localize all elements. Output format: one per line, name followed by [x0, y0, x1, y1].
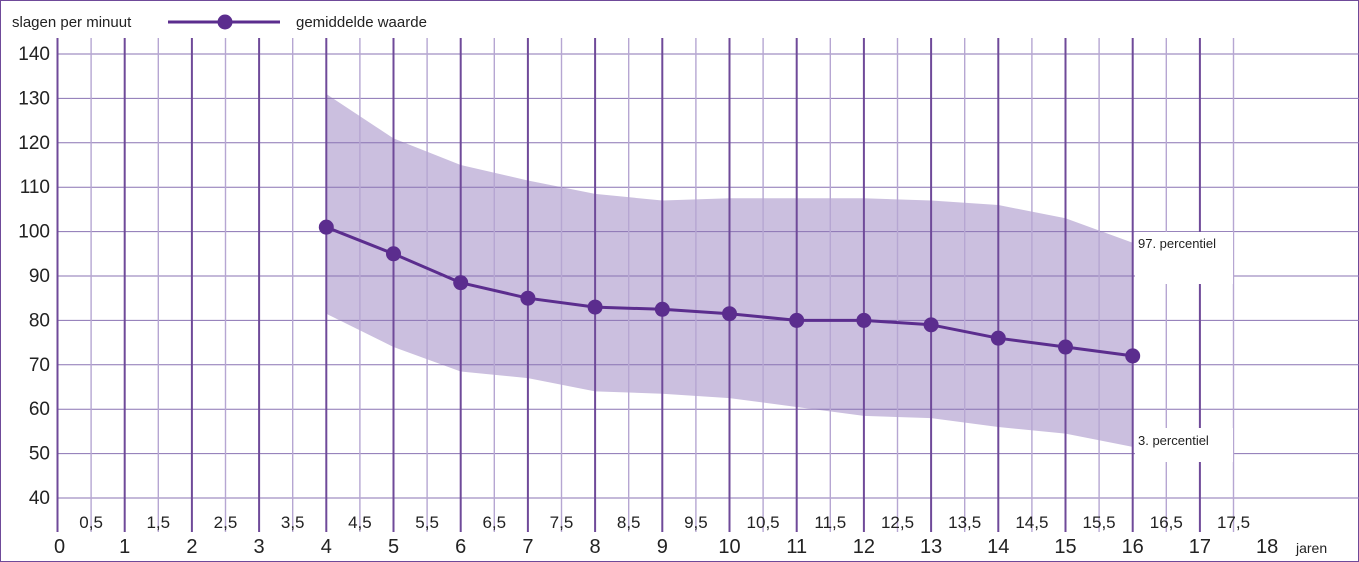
x-tick-label-major: 16 — [1122, 536, 1144, 558]
y-tick-label: 110 — [20, 177, 50, 198]
x-tick-label-major: 17 — [1189, 536, 1211, 558]
x-tick-label-minor: 9,5 — [684, 513, 708, 532]
y-tick-label: 120 — [18, 133, 50, 154]
x-tick-label-minor: 16,5 — [1150, 513, 1183, 532]
x-tick-label-minor: 1,5 — [146, 513, 170, 532]
x-tick-label-minor: 5,5 — [415, 513, 439, 532]
x-axis-unit: jaren — [1295, 540, 1327, 556]
mean-point — [453, 275, 469, 291]
x-tick-label-major: 6 — [455, 536, 466, 558]
y-tick-label: 130 — [18, 88, 50, 109]
mean-point — [722, 306, 737, 322]
x-tick-label-minor: 8,5 — [617, 513, 641, 532]
legend-label: gemiddelde waarde — [296, 14, 427, 31]
series-layer — [318, 219, 1141, 364]
lower-label-backdrop — [1135, 428, 1233, 462]
mean-point — [386, 246, 401, 262]
x-tick-label-major: 7 — [522, 536, 533, 558]
grid-layer — [56, 38, 1359, 532]
mean-point — [856, 312, 872, 328]
x-tick-label-minor: 14,5 — [1015, 513, 1048, 532]
y-tick-label: 60 — [29, 399, 50, 420]
y-tick-label: 80 — [29, 310, 50, 331]
y-tick-label: 50 — [29, 444, 50, 465]
legend: slagen per minuut gemiddelde waarde — [12, 14, 427, 31]
x-tick-label-major: 1 — [119, 536, 130, 558]
x-tick-label-major: 15 — [1054, 536, 1076, 558]
mean-point — [318, 219, 334, 235]
mean-point — [1058, 339, 1073, 355]
x-tick-label-major: 14 — [987, 536, 1009, 558]
mean-point — [789, 312, 805, 328]
x-tick-label-major: 10 — [718, 536, 740, 558]
x-tick-label-major: 11 — [786, 536, 807, 558]
x-tick-label-minor: 11,5 — [814, 513, 846, 532]
upper-label-backdrop — [1135, 232, 1233, 284]
x-axis-labels: 0 1 2 3 4 5 6 7 8 9 10 11 12 13 14 15 16 17 180,5 1,5 2,5 3,5… — [54, 513, 1278, 558]
x-tick-label-minor: 7,5 — [550, 513, 574, 532]
y-axis-title: slagen per minuut — [12, 14, 132, 31]
y-tick-label: 40 — [29, 488, 50, 509]
mean-point — [990, 330, 1006, 346]
mean-point — [923, 317, 939, 333]
x-tick-label-major: 5 — [388, 536, 399, 558]
x-tick-label-major: 3 — [254, 536, 265, 558]
x-tick-label-minor: 10,5 — [747, 513, 780, 532]
x-tick-label-major: 9 — [657, 536, 668, 558]
x-tick-label-major: 13 — [920, 536, 942, 558]
annotation-layer: 97. percentiel 3. percentiel jaren — [1138, 236, 1327, 556]
x-tick-label-minor: 4,5 — [348, 513, 372, 532]
mean-point — [1125, 348, 1141, 364]
x-tick-label-minor: 6,5 — [482, 513, 506, 532]
mean-point — [654, 301, 670, 317]
x-tick-label-major: 2 — [186, 536, 197, 558]
x-tick-label-major: 18 — [1256, 536, 1278, 558]
x-tick-label-minor: 0,5 — [79, 513, 103, 532]
upper-percentile-label: 97. percentiel — [1138, 236, 1216, 251]
x-tick-label-minor: 13,5 — [948, 513, 981, 532]
y-tick-label: 140 — [18, 44, 50, 65]
x-tick-label-minor: 12,5 — [881, 513, 914, 532]
x-tick-label-major: 12 — [853, 536, 875, 558]
y-tick-label: 100 — [18, 222, 50, 243]
y-axis-labels: 40 50 60 70 80 90 100 110 120 130 140 — [18, 44, 50, 509]
y-tick-label: 70 — [29, 355, 50, 376]
lower-percentile-label: 3. percentiel — [1138, 433, 1209, 448]
mean-point — [587, 299, 603, 315]
x-tick-label-major: 0 — [54, 536, 65, 558]
x-tick-label-major: 4 — [321, 536, 332, 558]
mean-point — [520, 290, 536, 306]
legend-marker — [217, 14, 233, 30]
x-tick-label-minor: 2,5 — [214, 513, 238, 532]
x-tick-label-minor: 17,5 — [1217, 513, 1250, 532]
x-tick-label-major: 8 — [590, 536, 601, 558]
x-tick-label-minor: 3,5 — [281, 513, 305, 532]
x-tick-label-minor: 15,5 — [1083, 513, 1116, 532]
y-tick-label: 90 — [29, 266, 50, 287]
